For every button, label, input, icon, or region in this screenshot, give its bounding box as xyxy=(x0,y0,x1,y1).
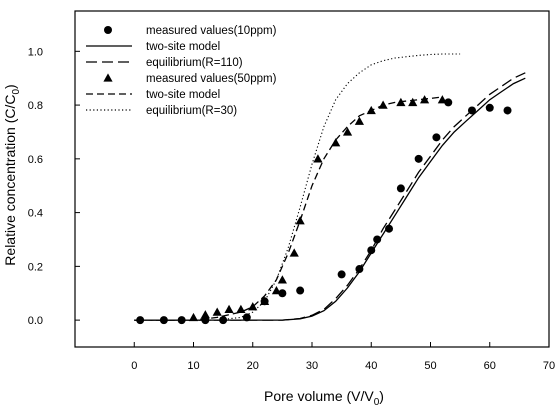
triangle-point-3-11 xyxy=(313,154,323,163)
circle-point-0-5 xyxy=(242,313,251,322)
axes: 0 10 20 30 40 50 60 70 0.0 0.2 0.4 0.6 0.8 1.0 Pore vo… xyxy=(2,10,555,407)
legend-label-1: two-site model xyxy=(146,41,220,53)
x-tick-label-1: 10 xyxy=(187,360,199,372)
triangle-point-3-6 xyxy=(260,296,270,305)
y-tick-label-2: 0.4 xyxy=(28,208,43,220)
triangle-point-3-8 xyxy=(277,275,287,284)
x-axis-title-sub: 0 xyxy=(374,397,380,407)
x-tick-label-5: 50 xyxy=(424,360,436,372)
triangle-point-3-1 xyxy=(200,310,210,319)
legend-marker-3 xyxy=(103,73,113,82)
x-tick-label-0: 0 xyxy=(131,360,137,372)
x-axis-title-main: Pore volume (V/V xyxy=(264,388,374,404)
triangle-point-3-3 xyxy=(224,304,234,314)
triangle-point-3-7 xyxy=(271,285,282,295)
y-axis-title-main: Relative concentration (C/C xyxy=(2,95,18,266)
triangle-point-3-4 xyxy=(236,304,246,314)
circle-point-0-16 xyxy=(432,133,441,142)
circle-point-0-15 xyxy=(414,154,423,163)
circle-point-0-19 xyxy=(485,103,494,112)
x-tick-label-7: 70 xyxy=(543,360,555,372)
series-line-1 xyxy=(134,77,526,321)
legend-label-4: two-site model xyxy=(146,89,220,101)
plot-area xyxy=(134,53,526,325)
y-tick-label-5: 1.0 xyxy=(28,46,43,58)
legend-label-2: equilibrium(R=110) xyxy=(146,57,243,69)
legend: measured values(10ppm) two-site model equi… xyxy=(86,25,277,117)
y-axis-title: Relative concentration (C/C0) xyxy=(2,84,22,265)
circle-point-0-8 xyxy=(296,286,305,295)
circle-point-0-17 xyxy=(444,98,453,107)
triangle-point-3-13 xyxy=(342,127,353,136)
triangle-point-3-20 xyxy=(437,95,447,104)
x-axis-title: Pore volume (V/V0) xyxy=(264,388,384,407)
y-tick-label-4: 0.8 xyxy=(28,100,43,112)
triangle-point-3-0 xyxy=(188,312,199,322)
x-tick-label-6: 60 xyxy=(484,360,496,372)
y-axis-title-end: ) xyxy=(2,84,18,89)
triangle-point-3-14 xyxy=(354,116,364,125)
triangle-point-3-9 xyxy=(289,248,299,257)
legend-marker-0 xyxy=(104,26,112,34)
x-tick-label-3: 30 xyxy=(306,360,318,372)
triangle-point-3-18 xyxy=(408,97,418,107)
legend-label-5: equilibrium(R=30) xyxy=(146,105,237,117)
legend-label-0: measured values(10ppm) xyxy=(146,25,277,37)
triangle-point-3-5 xyxy=(248,302,258,311)
series-line-2 xyxy=(134,72,526,321)
y-axis-title-sub: 0 xyxy=(11,89,22,95)
x-tick-label-2: 20 xyxy=(247,360,259,372)
circle-point-0-14 xyxy=(396,184,405,193)
y-tick-label-0: 0.0 xyxy=(28,315,43,327)
series-line-5 xyxy=(134,53,461,321)
y-tick-label-3: 0.6 xyxy=(28,154,43,166)
triangle-point-3-2 xyxy=(212,307,222,316)
circle-point-0-20 xyxy=(503,106,512,115)
circle-point-0-7 xyxy=(278,289,287,298)
legend-label-3: measured values(50ppm) xyxy=(146,73,277,85)
series-line-4 xyxy=(134,96,443,321)
y-tick-label-1: 0.2 xyxy=(28,261,43,273)
x-axis-title-end: ) xyxy=(379,388,384,404)
x-tick-label-4: 40 xyxy=(365,360,377,372)
circle-point-0-9 xyxy=(337,270,346,279)
